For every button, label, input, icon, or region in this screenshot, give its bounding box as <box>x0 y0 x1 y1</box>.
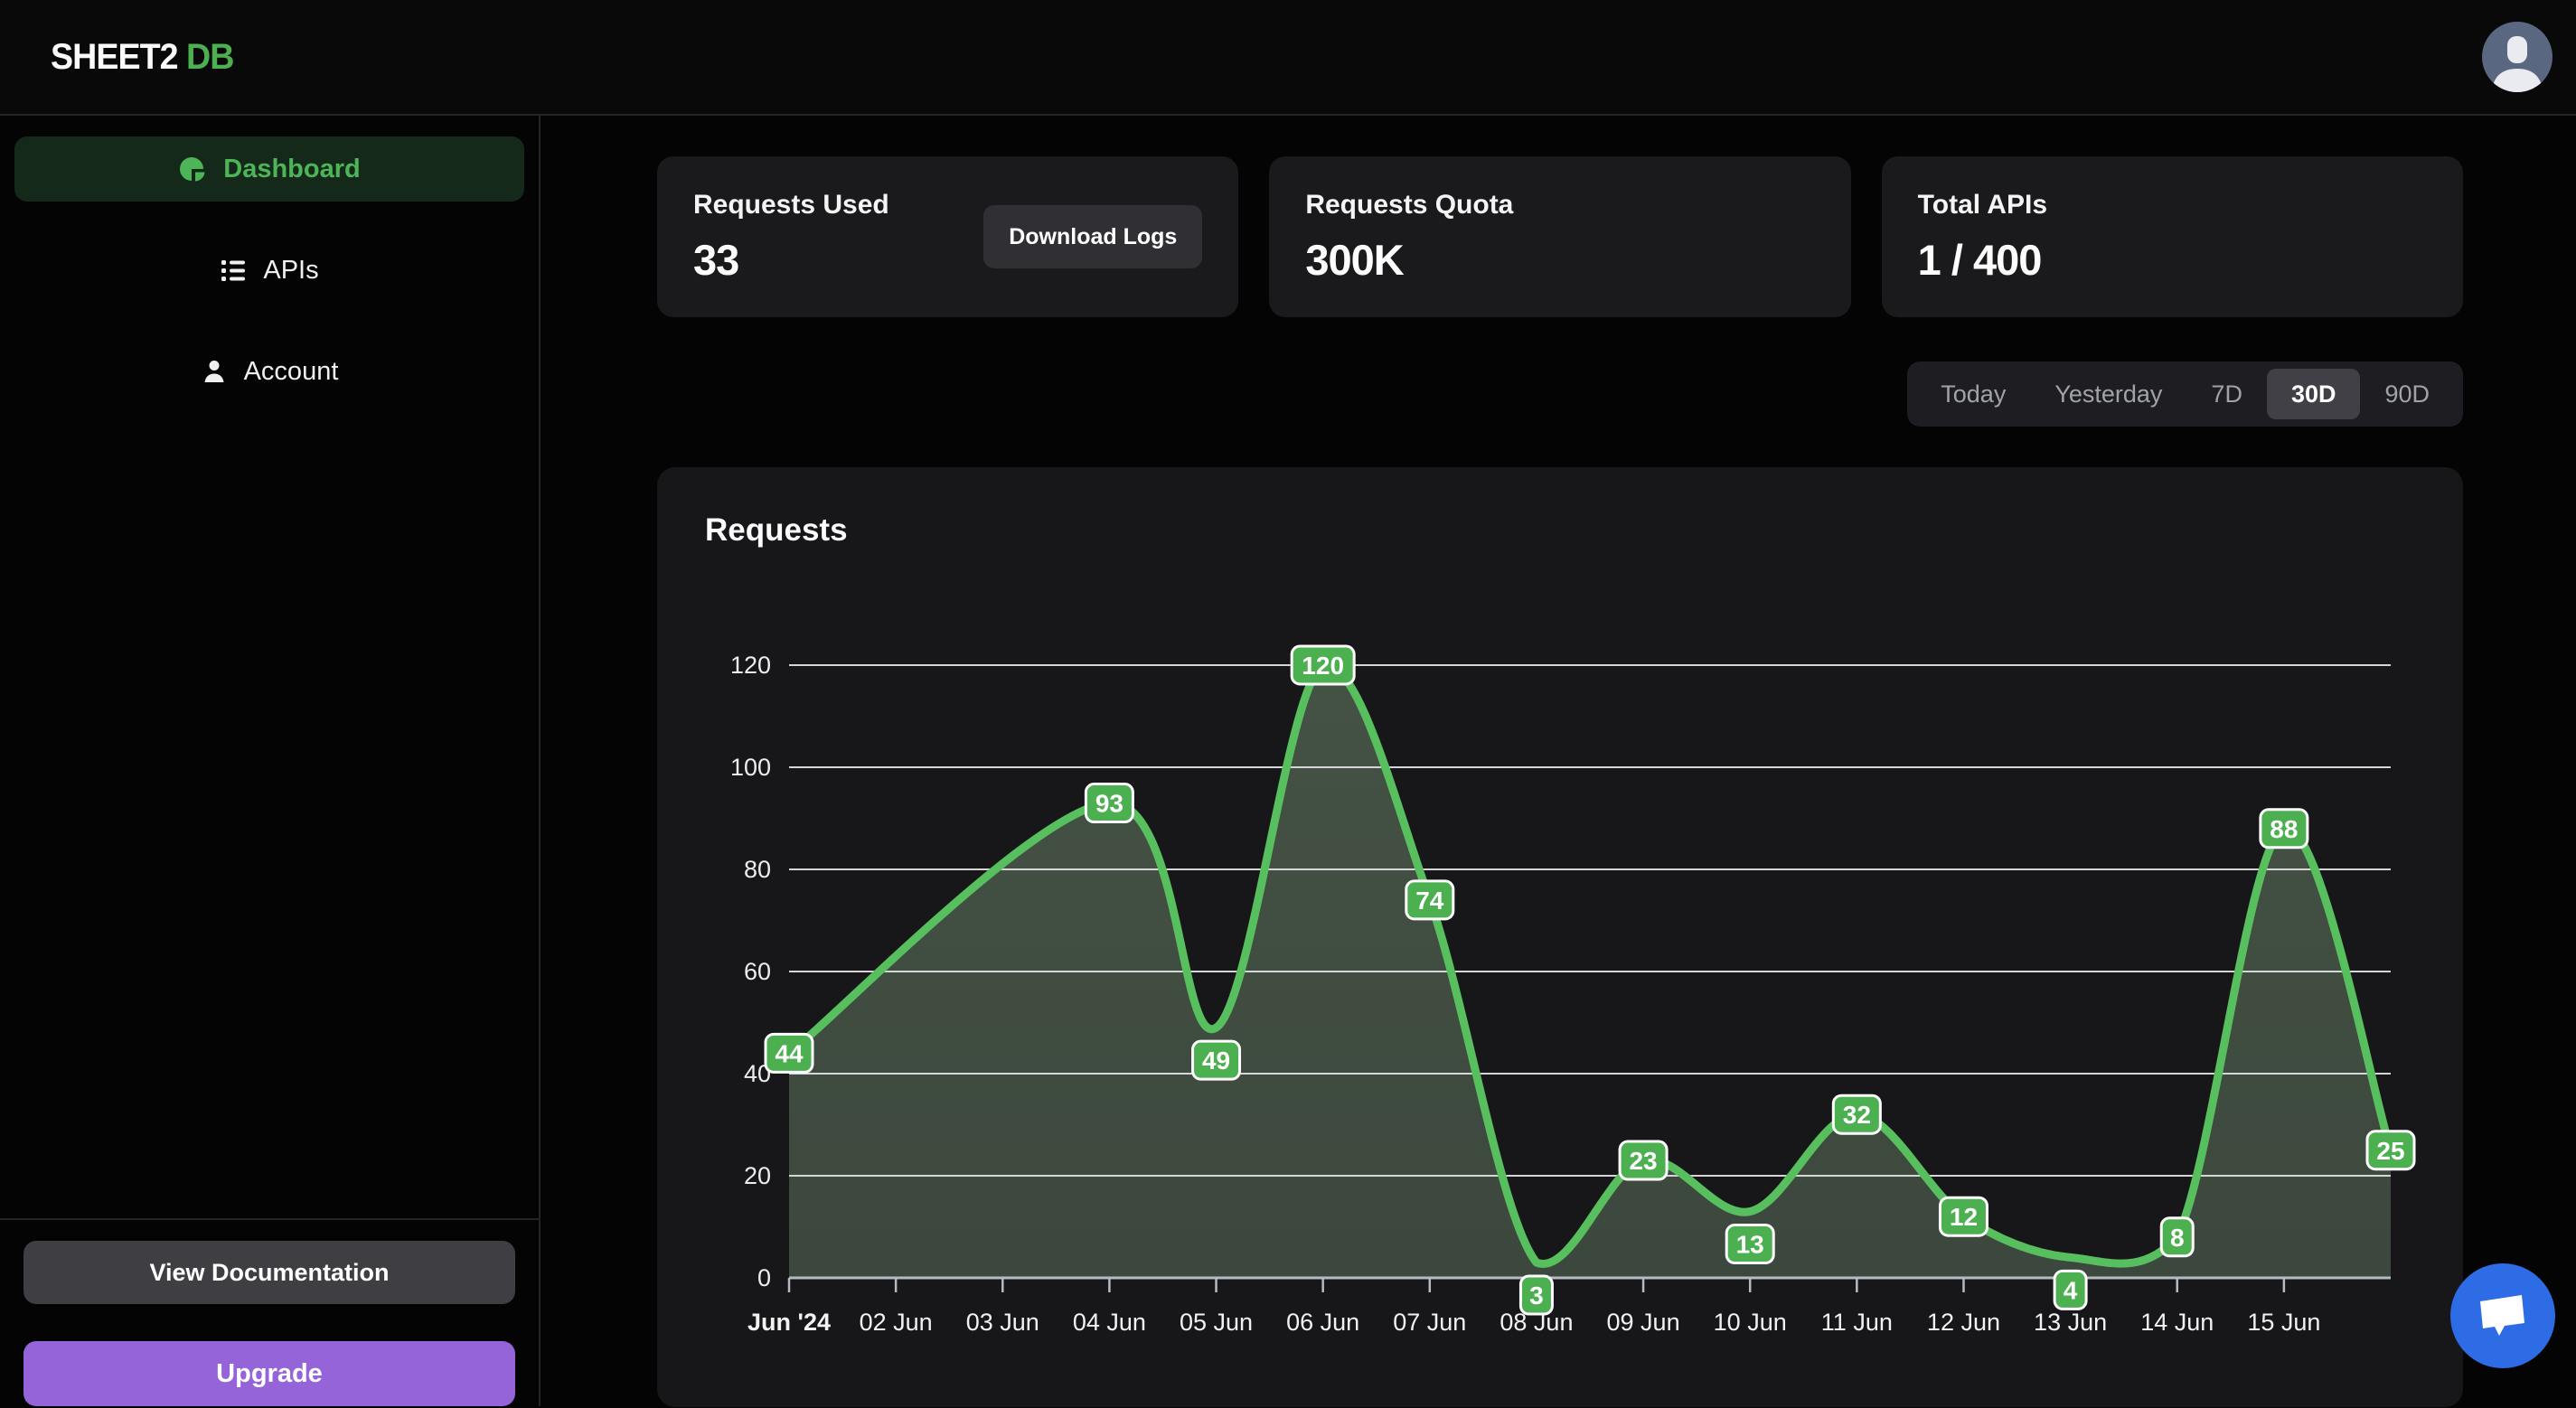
sidebar-item-dashboard[interactable]: Dashboard <box>14 136 524 202</box>
data-label-value: 88 <box>2270 815 2298 843</box>
sidebar-divider <box>0 1218 539 1220</box>
chat-bubble-icon <box>2480 1295 2524 1336</box>
person-icon <box>201 358 228 385</box>
pie-chart-icon <box>178 155 207 183</box>
x-axis-label: 09 Jun <box>1607 1309 1680 1336</box>
download-logs-button[interactable]: Download Logs <box>983 205 1203 268</box>
sidebar-item-account[interactable]: Account <box>14 339 524 404</box>
stat-card-requests-quota: Requests Quota 300K <box>1269 156 1851 317</box>
data-label-badge <box>2053 1269 2088 1310</box>
data-label-value: 25 <box>2376 1137 2404 1165</box>
logo-secondary: DB <box>186 36 234 77</box>
range-tab-today[interactable]: Today <box>1941 380 2007 408</box>
x-axis-label: Jun '24 <box>747 1309 831 1336</box>
data-label-value: 49 <box>1202 1047 1230 1075</box>
y-axis-label: 60 <box>744 958 771 985</box>
data-label-badge <box>2159 1216 2195 1258</box>
person-icon <box>2492 36 2543 92</box>
logo-primary: SHEET2 <box>51 36 179 77</box>
sidebar-item-label: Dashboard <box>223 154 361 183</box>
stat-title: Requests Quota <box>1305 189 1514 220</box>
data-label-value: 74 <box>1415 887 1444 915</box>
stat-value: 33 <box>693 235 739 284</box>
data-label-badge <box>1084 783 1134 824</box>
stat-title: Requests Used <box>693 189 889 220</box>
data-label-badge <box>1938 1196 1988 1237</box>
data-label-badge <box>1290 644 1356 686</box>
y-axis-label: 80 <box>744 856 771 883</box>
date-range-selector: Today Yesterday 7D 30D 90D <box>1907 361 2463 427</box>
data-label-badge <box>1405 879 1455 921</box>
x-axis-label: 10 Jun <box>1714 1309 1787 1336</box>
area-fill <box>789 664 2391 1278</box>
data-label-value: 8 <box>2170 1224 2185 1252</box>
data-label-badge <box>1831 1094 1882 1135</box>
sidebar: Dashboard APIs A <box>0 116 541 1406</box>
sidebar-item-apis[interactable]: APIs <box>14 238 524 303</box>
stat-card-total-apis: Total APIs 1 / 400 <box>1881 156 2463 317</box>
range-tab-30d[interactable]: 30D <box>2266 369 2361 419</box>
y-axis-label: 20 <box>744 1162 771 1189</box>
data-label-value: 23 <box>1629 1147 1657 1175</box>
data-label-badge <box>1191 1039 1242 1081</box>
data-label-value: 93 <box>1095 790 1123 818</box>
stat-title: Total APIs <box>1917 189 2048 220</box>
view-documentation-button[interactable]: View Documentation <box>24 1241 515 1304</box>
data-label-badge <box>2365 1130 2416 1171</box>
x-axis-label: 06 Jun <box>1286 1309 1359 1336</box>
stat-value: 300K <box>1305 235 1404 284</box>
x-axis-label: 14 Jun <box>2140 1309 2214 1336</box>
y-axis-label: 120 <box>730 652 771 679</box>
x-axis-label: 15 Jun <box>2247 1309 2320 1336</box>
x-axis-label: 02 Jun <box>860 1309 933 1336</box>
sidebar-item-label: Account <box>243 356 339 386</box>
app-logo: SHEET2 DB <box>51 36 234 78</box>
range-tab-yesterday[interactable]: Yesterday <box>2054 380 2163 408</box>
stat-card-requests-used: Requests Used 33 Download Logs <box>657 156 1239 317</box>
sidebar-bottom: View Documentation Upgrade <box>0 1218 539 1406</box>
data-label-value: 120 <box>1302 652 1344 680</box>
range-tab-90d[interactable]: 90D <box>2384 380 2430 408</box>
y-axis-label: 100 <box>730 754 771 781</box>
data-label-value: 44 <box>775 1039 804 1067</box>
data-label-value: 32 <box>1843 1101 1871 1129</box>
app-header: SHEET2 DB <box>0 0 2576 116</box>
x-axis-label: 05 Jun <box>1180 1309 1253 1336</box>
stats-row: Requests Used 33 Download Logs Requests … <box>657 156 2463 317</box>
data-label-value: 4 <box>2064 1276 2078 1304</box>
y-axis-label: 0 <box>757 1264 771 1291</box>
data-label-value: 13 <box>1736 1231 1764 1259</box>
upgrade-button[interactable]: Upgrade <box>24 1341 515 1406</box>
sidebar-item-label: APIs <box>263 255 319 285</box>
range-row: Today Yesterday 7D 30D 90D <box>657 361 2463 427</box>
data-label-value: 12 <box>1950 1203 1978 1231</box>
data-label-value: 3 <box>1529 1281 1544 1309</box>
main-content: Requests Used 33 Download Logs Requests … <box>541 116 2576 1407</box>
x-axis-label: 04 Jun <box>1073 1309 1146 1336</box>
x-axis-label: 03 Jun <box>966 1309 1039 1336</box>
data-label-badge <box>2259 808 2309 849</box>
data-label-badge <box>1518 1274 1554 1316</box>
x-axis-label: 07 Jun <box>1393 1309 1466 1336</box>
data-label-badge <box>764 1032 814 1074</box>
user-avatar[interactable] <box>2482 22 2552 92</box>
stat-value: 1 / 400 <box>1917 235 2043 284</box>
list-icon <box>220 257 247 284</box>
data-label-badge <box>1725 1224 1775 1265</box>
requests-chart-card: Requests 0 20 40 60 80 100 120 Jun '24 02 Jun 03 … <box>657 467 2463 1407</box>
data-label-badge <box>1618 1140 1669 1181</box>
chat-widget-button[interactable] <box>2450 1263 2555 1368</box>
range-tab-7d[interactable]: 7D <box>2211 380 2242 408</box>
chart-title: Requests <box>705 512 848 548</box>
x-axis-label: 13 Jun <box>2034 1309 2107 1336</box>
x-axis-label: 12 Jun <box>1927 1309 2000 1336</box>
x-axis-label: 11 Jun <box>1821 1309 1893 1336</box>
